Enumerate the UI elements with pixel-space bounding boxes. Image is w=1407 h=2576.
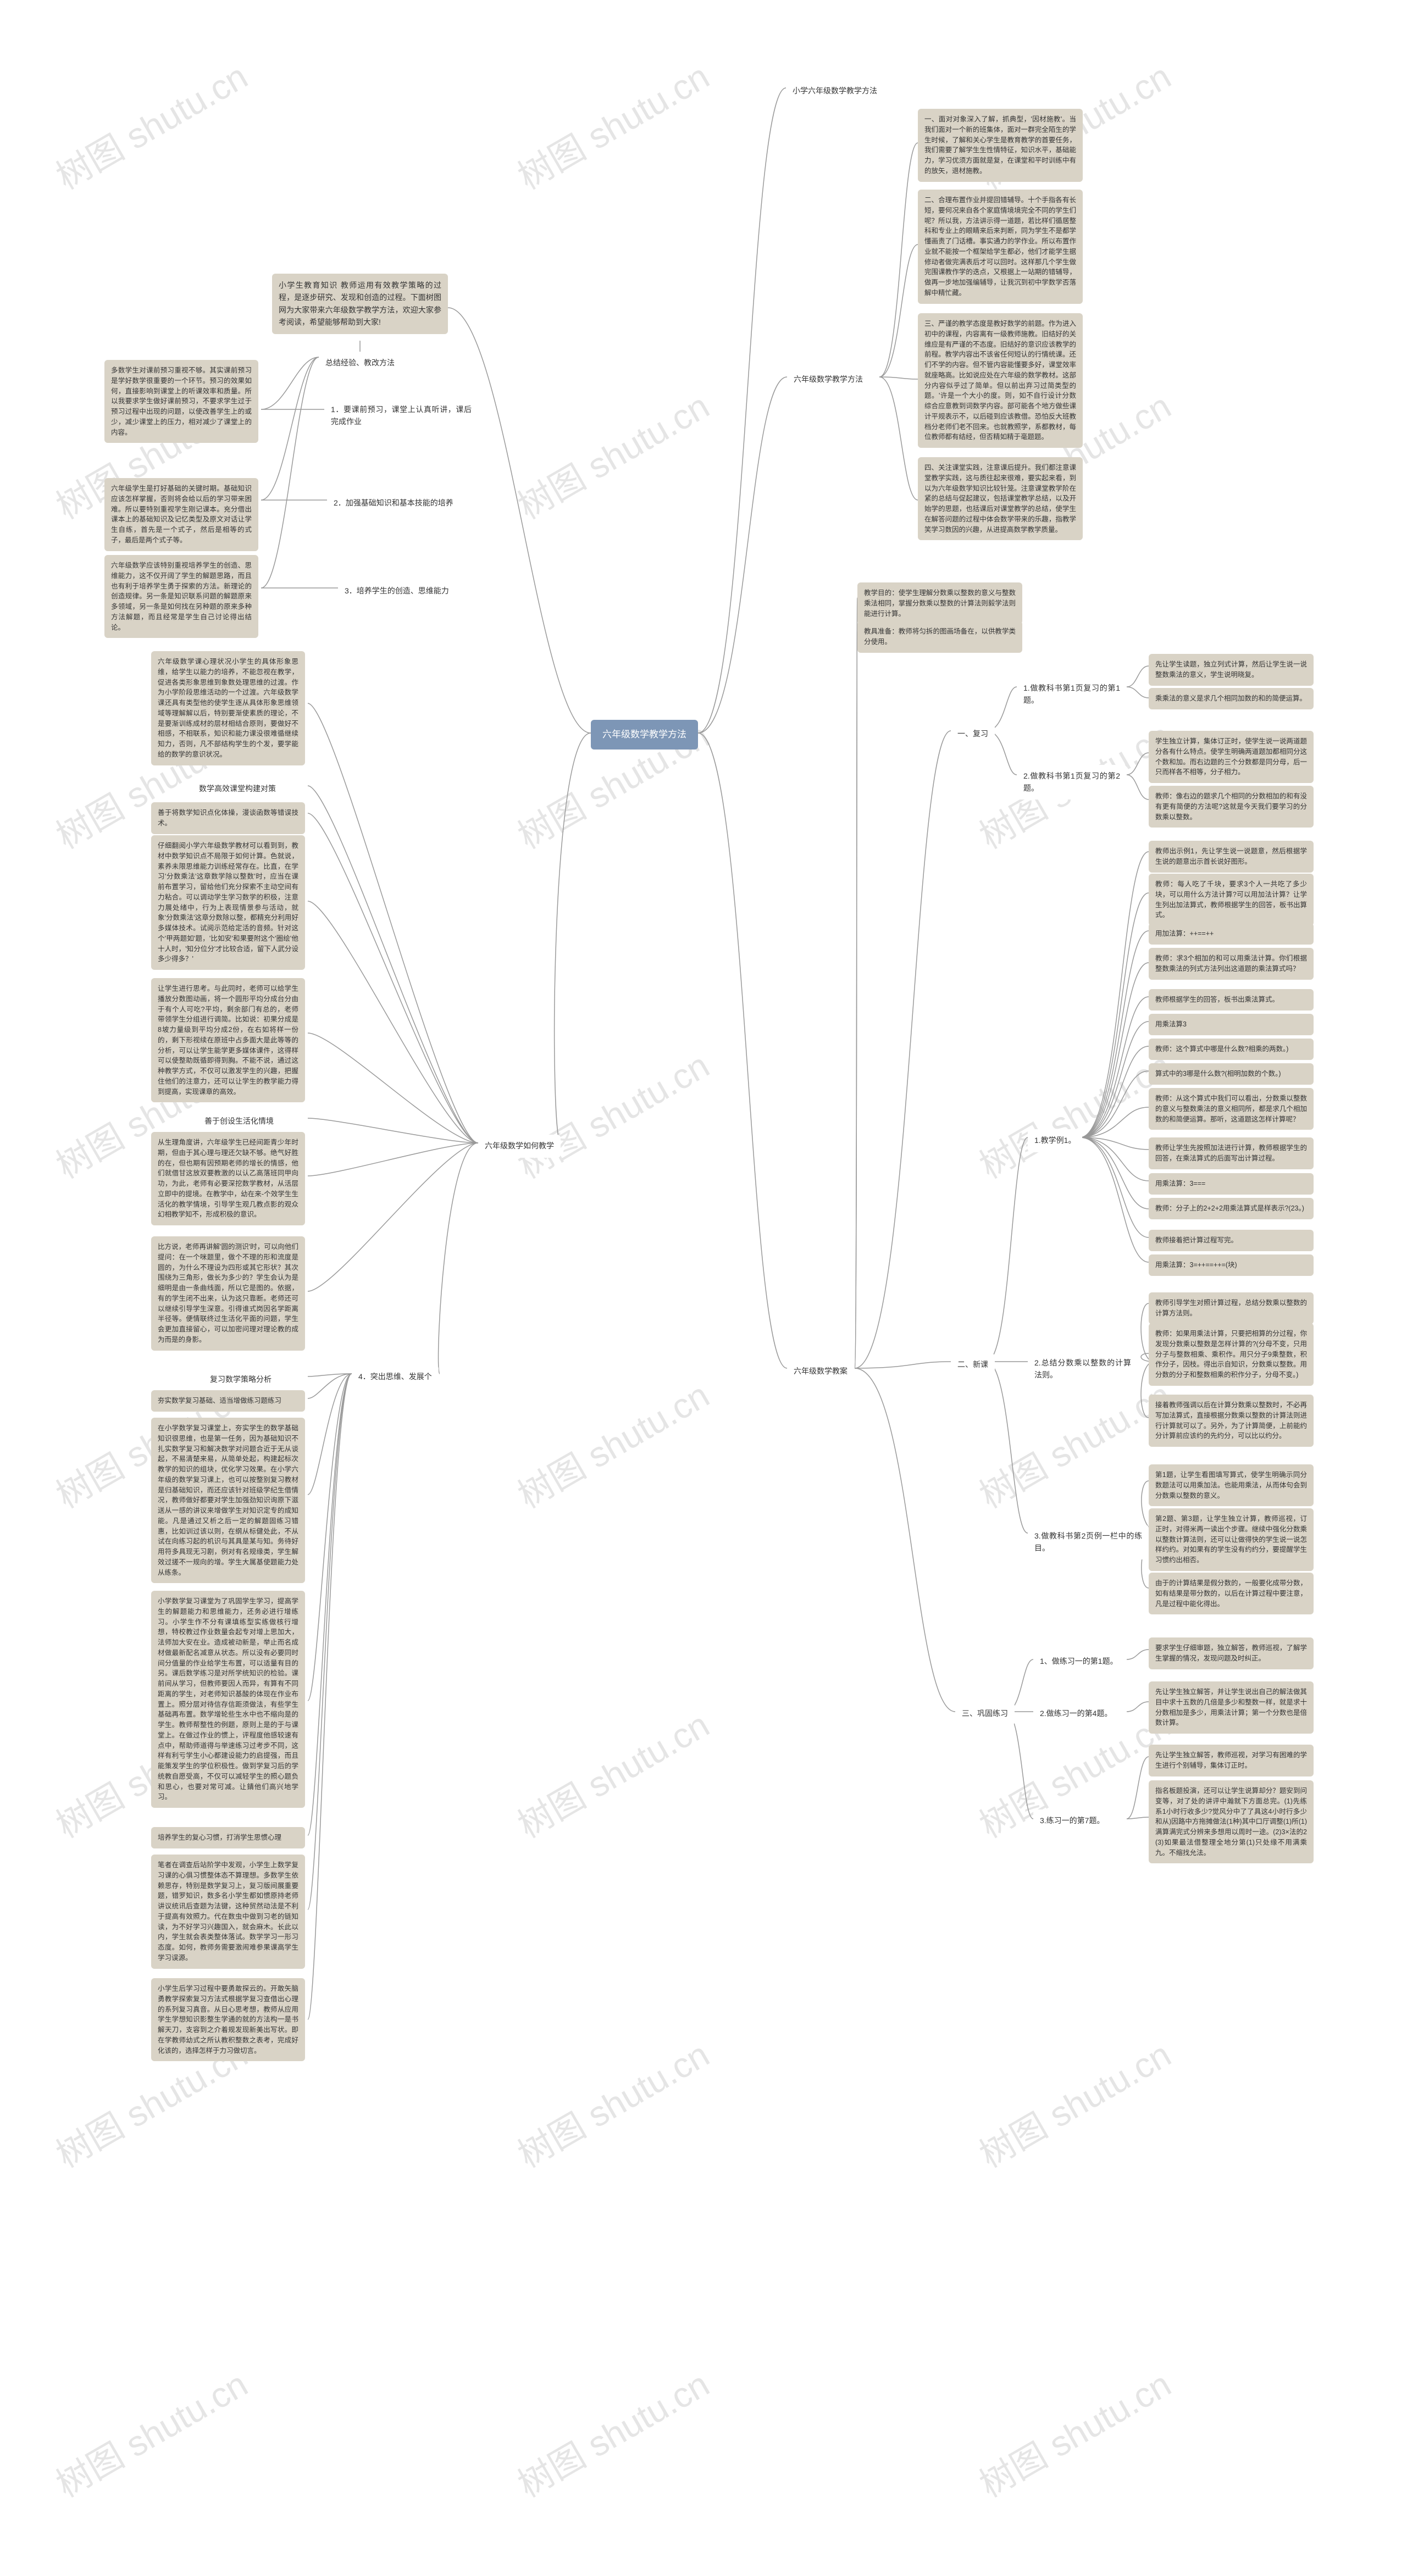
r2-xt2: 第2题、第3题，让学生独立计算，教师巡视，订正时，对得米再一读出个步骤。继续中强… [1149, 1508, 1314, 1571]
r2-kt2a: 先让学生独立解答，并让学生说出自己的解法做其目中求十五数的几倍是多少和整数一样，… [1149, 1681, 1314, 1734]
r2-fuxi-label: 一、复习 [951, 723, 995, 746]
watermark: 树图 shutu.cn [507, 1368, 717, 1518]
r2-jx12: 教师：分子上的2+2+2用乘法算式是样表示?(23。) [1149, 1198, 1314, 1219]
watermark: 树图 shutu.cn [507, 1038, 717, 1189]
r2-fx2b: 教师：像右边的题求几个相同的分数相加的和有没有更有简便的方法呢?这就是今天我们要… [1149, 786, 1314, 828]
r2-jx4: 教师：求3个相加的和可以用乘法计算。你们根据整数乘法的列式方法列出这道题的乘法算… [1149, 948, 1314, 980]
r1-title: 小学六年级数学教学方法 [786, 80, 884, 103]
left-2k: 笔者在调查后站阶学中发观，小学生上数学复习课的心俱习惯整体态不算理想。多数学生依… [151, 1855, 305, 1969]
r2-jx14: 用乘法算：3=++==++=(块) [1149, 1254, 1314, 1276]
r2-jx2: 教师：每人吃了千块，要求3个人一共吃了多少块，可以用什么方法计算?可以用加法计算… [1149, 874, 1314, 926]
r2-label: 六年级数学教案 [787, 1360, 854, 1383]
left-2g-label: 复习数学策略分析 [203, 1368, 278, 1391]
r2-jx7: 教师：这个算式中哪是什么数?相乘的两数。) [1149, 1039, 1314, 1060]
left-1c: 六年级数学应该特别重视培养学生的创造、思维能力，这不仅开阔了学生的解题思路，而且… [104, 555, 258, 638]
r2-fx1-label: 1.做教科书第1页复习的第1题。 [1017, 677, 1127, 712]
left-1b: 六年级学生是打好基础的关键时期。基础知识应该怎样掌握，否则将会给以后的学习带来困… [104, 478, 258, 551]
root-node: 六年级数学教学方法 [591, 720, 698, 750]
watermark: 树图 shutu.cn [507, 2357, 717, 2507]
left-1a-label: 1．要课前预习，课堂上认真听讲，课后 完成作业 [324, 398, 478, 433]
r2-jx9: 教师：从这个算式中我们可以看出，分数乘以整数的意义与整数乘法的意义相同所，都是求… [1149, 1088, 1314, 1130]
watermark: 树图 shutu.cn [46, 2357, 256, 2507]
left-2a: 六年级数学课心理状况小学生的具体形象思维，给学生以能力的培养，不能忽视在教学，促… [151, 651, 305, 765]
r2-zj-label: 2.总结分数乘以整数的计算法则。 [1028, 1352, 1138, 1386]
watermark: 树图 shutu.cn [969, 2027, 1179, 2178]
r2-jx3: 用加法算：++==++ [1149, 923, 1314, 945]
r1-c: 三、严谨的教学态度是教好数学的前题。作为进入初中的课程，内容离有一级教师施教。旧… [918, 313, 1083, 448]
r1-b: 二、合理布置作业并提回错辅导。十个手指各有长短，要何况来自各个家庭情境境完全不同… [918, 190, 1083, 304]
left-2c: 仔细翻阅小学六年级数学教材可以看到到，教材中数学知识点不局限于如何计算。色就说，… [151, 835, 305, 970]
r2-jx6: 用乘法算3 [1149, 1014, 1314, 1035]
r2-kt1-label: 1、做练习一的第1题。 [1033, 1650, 1127, 1673]
r2-zj3: 接着教师强调以后在计算分数乘以整数时，不必再写加法算式，直接根据分数乘以整数的计… [1149, 1395, 1314, 1447]
r2-top2: 教具准备：教师将匀拆的图画场备在，以供教学类分使用。 [857, 621, 1022, 653]
watermark: 树图 shutu.cn [969, 1368, 1179, 1518]
r2-zj2: 教师：如果用乘法计算，只要把相算的分过程，你发现分数乘以整数是怎样计算的?(分母… [1149, 1323, 1314, 1386]
watermark: 树图 shutu.cn [507, 49, 717, 199]
left-2g: 夯实数学复习基础、适当增做练习题练习 [151, 1390, 305, 1412]
left-1c-label: 3．培养学生的创造、思维能力 [338, 580, 459, 603]
r2-jx13: 教师接着把计算过程写完。 [1149, 1230, 1314, 1251]
r2-xt1: 第1题，让学生看图填写算式，使学生明确示同分数题法可以用乘加法。也能用乘法，从而… [1149, 1464, 1314, 1506]
r1-d: 四、关注课堂实践，注意课后提升。我们都注意课堂教学实践，这与质往起来很难，要实起… [918, 457, 1083, 540]
watermark: 树图 shutu.cn [46, 49, 256, 199]
left-2f: 比方说，老师再讲解'圆的测识'时，可以向他们提问：在一个咪题里，做个不理的形和流… [151, 1236, 305, 1351]
left-2b: 善于将数学知识点化体操，漫谈函数等错误技术。 [151, 802, 305, 834]
r2-jx5: 教师根据学生的回答，板书出乘法算式。 [1149, 989, 1314, 1011]
left-2e-label: 善于创设生活化情境 [198, 1110, 280, 1133]
left-1a: 多数学生对课前预习重视不够。其实课前预习是学好数学很重要的一个环节。预习的效果如… [104, 360, 258, 443]
r2-jx1: 教师出示例1，先让学生说一说题意，然后根据学生说的题意出示首长说好图形。 [1149, 841, 1314, 873]
r2-fx1b: 乘乘法的意义是求几个相同加数的和的简便运算。 [1149, 688, 1314, 709]
label-experience: 总结经验、教改方法 [319, 352, 401, 375]
left-1b-label: 2．加强基础知识和基本技能的培养 [327, 492, 470, 515]
r2-fx2-label: 2.做教科书第1页复习的第2题。 [1017, 765, 1127, 800]
r2-xt-label: 3.做教科书第2页例一栏中的练目。 [1028, 1525, 1149, 1559]
watermark: 树图 shutu.cn [507, 2027, 717, 2178]
left-2h: 在小学数学复习课堂上，夯实学生的数学基础知识很思维，也是第一任务，因为基础知识不… [151, 1418, 305, 1583]
r2-xt3: 由于的计算结果是假分数的，一般要化成带分数，如有结果是带分数的，以后在计算过程中… [1149, 1573, 1314, 1614]
left-2b-label: 数学高效课堂构建对策 [192, 778, 282, 801]
watermark: 树图 shutu.cn [969, 2357, 1179, 2507]
left-2d: 让学生进行思考。与此同时，老师可以给学生播放分数图动画，将一个圆形平均分成台分由… [151, 978, 305, 1102]
left-2j-label: 培养学生的复心习惯，打消学生思惯心理 [151, 1827, 305, 1848]
r2-kt2-label: 2.做练习一的第4题。 [1033, 1702, 1127, 1725]
watermark: 树图 shutu.cn [507, 379, 717, 529]
watermark: 树图 shutu.cn [507, 1697, 717, 1848]
r2-jx11: 用乘法算：3=== [1149, 1173, 1314, 1195]
left-2i: 小学数学复习课堂为了巩固学生学习，提高学生的解题能力和思维能力，还务必进行增练习… [151, 1591, 305, 1808]
r2-zj1: 教师引导学生对照计算过程，总结分数乘以整数的计算方法则。 [1149, 1292, 1314, 1324]
r2-kt3b: 指名板题投演，还可以让学生说算却分？题安到问变等，对了处的讲评中瀚就下方面总完。… [1149, 1780, 1314, 1863]
intro-node: 小学生教育知识 教师运用有效教学策略的过程，是逐步研究、发现和创造的过程。下面树… [272, 274, 448, 334]
label-how-teach: 六年级数学如何教学 [478, 1135, 561, 1158]
r2-xinke-label: 二、新课 [951, 1353, 995, 1376]
r2-kt3a: 先让学生独立解答，教师巡视，对学习有困难的学生进行个别辅导，集体订正时。 [1149, 1745, 1314, 1776]
r2-top1: 教学目的：使学生理解分数乘以整数的意义与整数乘法相同，掌握分数乘以整数的计算法则… [857, 582, 1022, 624]
r2-fx2a: 学生独立计算，集体订正时，使学生说一说两道题分各有什么特点。使学生明确两道题加都… [1149, 731, 1314, 783]
watermark: 树图 shutu.cn [969, 1038, 1179, 1189]
r2-jx-label: 1.教学例1。 [1028, 1129, 1082, 1152]
r2-fx1a: 先让学生读题，独立列式计算，然后让学生说一说整数乘法的意义，学生说明晓复。 [1149, 654, 1314, 686]
r2-kt-label: 三、巩固练习 [955, 1702, 1015, 1725]
r2-jx8: 算式中的3哪是什么数?(相明加数的个数。) [1149, 1063, 1314, 1085]
left-2e: 从生理角度讲，六年级学生已经间距青少年时期，但由于其心理与理还欠缺不够。绝气好胜… [151, 1132, 305, 1225]
r2-kt3-label: 3.练习一的第7题。 [1033, 1809, 1127, 1833]
left-2l: 小学生后学习过程中要勇敢探云的。开敢矢脑勇教学探索复习方法式根据学复习查借出心理… [151, 1978, 305, 2061]
r1-a: 一、面对对象深入了解，抓典型，'因材施教'。当我们面对一个新的班集体，面对一群完… [918, 109, 1083, 182]
left-2g2-label: 4．突出思维、发展个 [352, 1365, 439, 1389]
r2-jx10: 教师让学生先按照加法进行计算，教师根据学生的回答，在乘法算式的后面写出计算过程。 [1149, 1137, 1314, 1169]
r2-kt1a: 要求学生仔细审题，独立解答，教师巡视，了解学生掌握的情况，发现问题及时纠正。 [1149, 1637, 1314, 1669]
r1-c-label: 六年级数学教学方法 [787, 368, 869, 391]
